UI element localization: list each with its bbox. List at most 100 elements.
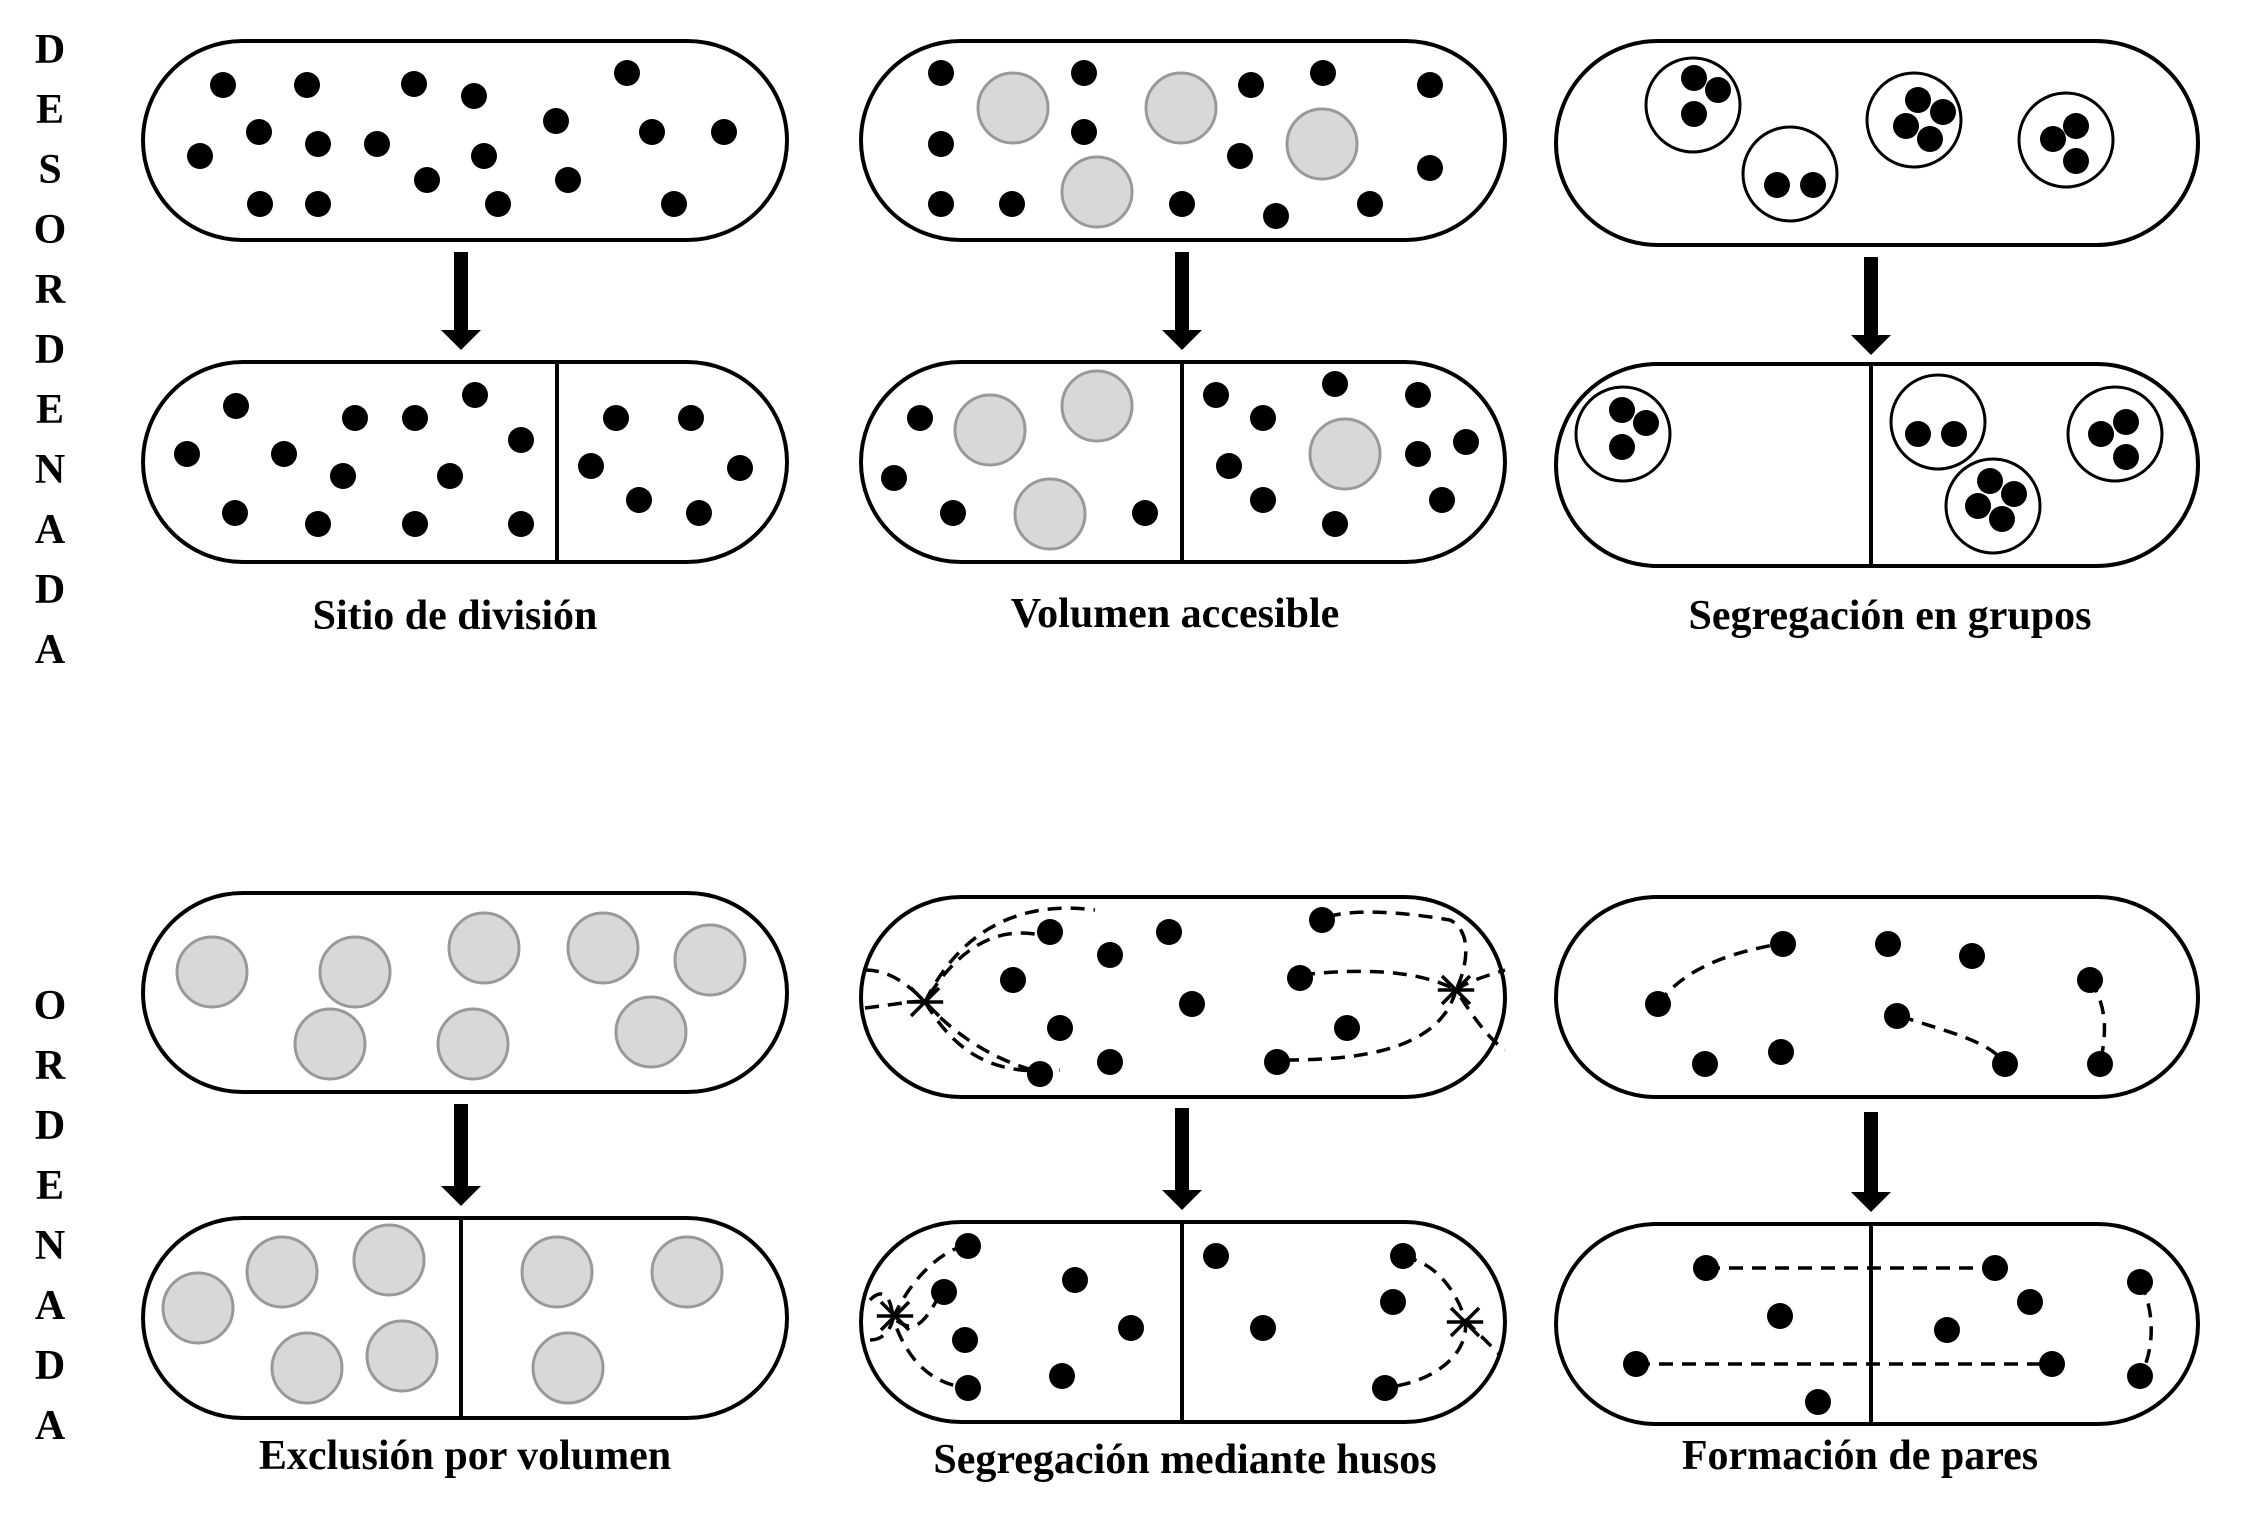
large-particle — [533, 1333, 603, 1403]
particle — [2113, 444, 2139, 470]
large-particle — [1146, 73, 1216, 143]
particle — [1118, 1315, 1144, 1341]
particle — [999, 191, 1025, 217]
particle — [461, 83, 487, 109]
particle — [330, 463, 356, 489]
particle — [1390, 1243, 1416, 1269]
particle — [1380, 1289, 1406, 1315]
particle — [1681, 65, 1707, 91]
particle — [342, 405, 368, 431]
particle — [462, 382, 488, 408]
particle — [187, 143, 213, 169]
particle — [1357, 191, 1383, 217]
dashed-link — [1456, 970, 1505, 990]
arrow-head — [1162, 330, 1202, 350]
particle — [1322, 371, 1348, 397]
large-particle — [247, 1237, 317, 1307]
particle — [364, 131, 390, 157]
dashed-link — [1900, 1016, 2005, 1064]
particle — [543, 108, 569, 134]
particle — [928, 191, 954, 217]
particle — [471, 143, 497, 169]
particle — [1334, 1015, 1360, 1041]
particle — [2077, 967, 2103, 993]
large-particle — [568, 913, 638, 983]
cluster-ring — [1743, 127, 1837, 221]
particle — [1764, 172, 1790, 198]
particle — [578, 453, 604, 479]
particle — [1097, 1049, 1123, 1075]
cell-group-segregation-after — [1556, 364, 2198, 566]
large-particle — [354, 1225, 424, 1295]
particle — [2087, 1051, 2113, 1077]
particle — [940, 500, 966, 526]
large-particle — [1015, 479, 1085, 549]
particle — [907, 405, 933, 431]
particle — [2127, 1269, 2153, 1295]
particle — [711, 119, 737, 145]
particle — [508, 427, 534, 453]
particle — [1965, 493, 1991, 519]
particle — [2040, 126, 2066, 152]
particle — [437, 463, 463, 489]
particle — [1000, 967, 1026, 993]
large-particle — [955, 395, 1025, 465]
particle — [1310, 60, 1336, 86]
large-particle — [978, 73, 1048, 143]
particle — [1609, 397, 1635, 423]
large-particle — [163, 1273, 233, 1343]
dashed-link — [2140, 1282, 2151, 1376]
particle — [614, 60, 640, 86]
large-particle — [438, 1009, 508, 1079]
caption-group-segregation: Segregación en grupos — [1550, 592, 2230, 640]
particle — [1800, 172, 1826, 198]
caption-division-site: Sitio de división — [115, 592, 795, 640]
particle — [1250, 405, 1276, 431]
particle — [305, 131, 331, 157]
particle — [1768, 1039, 1794, 1065]
arrow-head — [1851, 335, 1891, 355]
large-particle — [522, 1237, 592, 1307]
particle — [2001, 481, 2027, 507]
particle — [294, 72, 320, 98]
particle — [2063, 148, 2089, 174]
particle — [2088, 421, 2114, 447]
large-particle — [177, 937, 247, 1007]
particle — [1633, 410, 1659, 436]
particle — [1417, 155, 1443, 181]
particle — [414, 167, 440, 193]
arrow-head — [1162, 1190, 1202, 1210]
particle — [1917, 126, 1943, 152]
particle — [1934, 1317, 1960, 1343]
particle — [1250, 1315, 1276, 1341]
particle — [247, 191, 273, 217]
particle — [2039, 1351, 2065, 1377]
particle — [1216, 453, 1242, 479]
large-particle — [616, 997, 686, 1067]
large-particle — [1287, 109, 1357, 179]
particle — [928, 60, 954, 86]
large-particle — [1062, 157, 1132, 227]
cluster-ring — [2019, 93, 2113, 187]
particle — [1989, 506, 2015, 532]
arrow-head — [441, 1186, 481, 1206]
particle — [555, 167, 581, 193]
particle — [931, 1279, 957, 1305]
particle — [1027, 1061, 1053, 1087]
cell-division-site-before — [143, 41, 787, 240]
particle — [1884, 1003, 1910, 1029]
particle — [1037, 919, 1063, 945]
particle — [1875, 931, 1901, 957]
particle — [1309, 907, 1335, 933]
particle — [401, 71, 427, 97]
particle — [1071, 60, 1097, 86]
particle — [2063, 113, 2089, 139]
particle — [1805, 1389, 1831, 1415]
particle — [1693, 1255, 1719, 1281]
particle — [1071, 119, 1097, 145]
particle — [1287, 965, 1313, 991]
large-particle — [449, 913, 519, 983]
particle — [1930, 99, 1956, 125]
particle — [928, 131, 954, 157]
